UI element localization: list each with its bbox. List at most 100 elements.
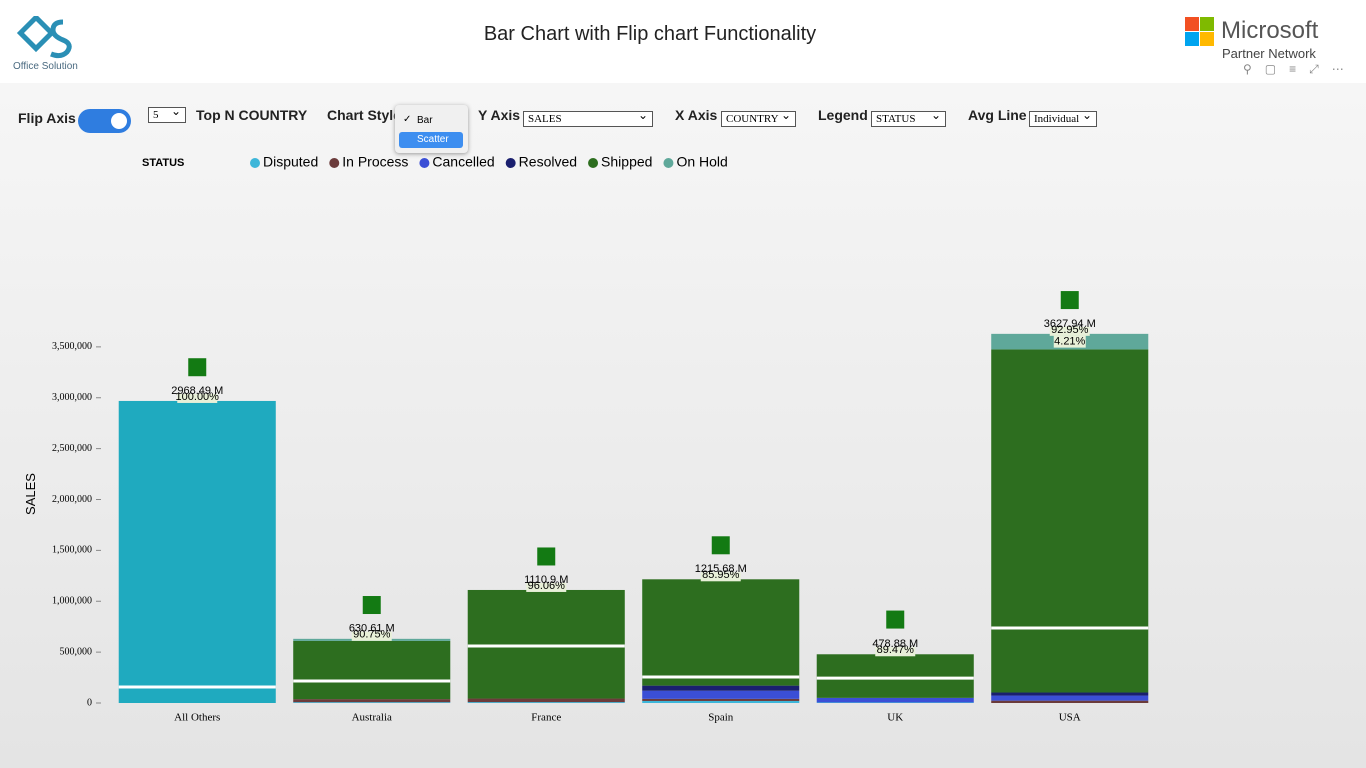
bar-segment	[642, 579, 800, 686]
option[interactable]: Bar	[417, 115, 433, 126]
legend-swatch	[505, 158, 516, 168]
bar-segment	[293, 699, 451, 703]
bar-segment	[642, 698, 800, 701]
y-tick-label: 1,000,000	[52, 596, 92, 607]
marker	[711, 536, 730, 555]
total-label: 2968.49 M	[171, 385, 223, 397]
y-tick-label: 1,500,000	[52, 545, 92, 556]
option[interactable]: Scatter	[399, 132, 463, 148]
bar-segment	[467, 698, 625, 703]
bar-segment	[293, 702, 451, 703]
chart: STATUS SALES 0 500,000 1,000,000 1,500,000 2…	[23, 154, 1149, 724]
label-bg	[1049, 326, 1090, 336]
top-n-label: Top N COUNTRY	[196, 107, 308, 123]
x-tick-label: Spain	[708, 712, 734, 724]
share-label: 100.00%	[176, 391, 220, 403]
label-bg	[526, 582, 567, 592]
legend-select[interactable]: STATUS	[871, 109, 946, 127]
share-label: 85.95%	[702, 569, 740, 581]
chart-style-dropdown[interactable]: ✓ Bar Scatter	[395, 105, 468, 153]
total-label: 478.88 M	[872, 638, 918, 650]
title: Bar Chart with Flip chart Functionality	[483, 23, 817, 45]
share-label: 90.75%	[353, 629, 391, 641]
share-label: 92.95%	[1051, 324, 1089, 336]
option-check: ✓	[403, 114, 412, 125]
marker	[188, 358, 207, 377]
total-label: 630.61 M	[349, 623, 395, 635]
bar-segment	[816, 702, 974, 703]
total-label: 1110.9 M	[524, 574, 568, 586]
label-bg	[700, 572, 741, 582]
y-axis-title: SALES	[23, 473, 38, 515]
marker	[537, 547, 556, 566]
bar-segment	[816, 654, 974, 698]
bar-segment	[816, 697, 974, 703]
y-axis-select[interactable]: SALES	[523, 109, 653, 127]
logo-text: Office Solution	[13, 61, 78, 72]
bar-segment	[991, 695, 1149, 701]
legend-label: In Process	[342, 154, 408, 170]
label-bg	[1053, 335, 1086, 348]
bar-segment	[467, 702, 625, 703]
y-tick-label: 3,000,000	[52, 392, 92, 403]
legend-label: Resolved	[519, 154, 577, 170]
bar-segment	[118, 400, 276, 703]
share-label: 96.06%	[528, 580, 566, 592]
logo	[16, 16, 72, 59]
bar-segment	[642, 690, 800, 699]
share-label: 89.47%	[877, 644, 915, 656]
legend-label: Legend	[818, 107, 868, 123]
avg-line-select[interactable]: Individual	[1029, 109, 1097, 127]
marker	[362, 596, 381, 615]
x-axis-label: X Axis	[675, 107, 718, 123]
flip-axis-label: Flip Axis	[18, 110, 76, 126]
x-tick-label: Australia	[352, 712, 392, 724]
brand: Microsoft	[1221, 17, 1319, 44]
y-axis-label: Y Axis	[478, 107, 521, 123]
flip-toggle[interactable]	[78, 109, 131, 133]
legend-label: Disputed	[263, 154, 318, 170]
y-tick-label: 0	[87, 697, 92, 708]
label-bg	[875, 647, 916, 657]
total-label: 1215.68 M	[695, 563, 747, 575]
bar-segment	[991, 700, 1149, 703]
y-tick-label: 2,000,000	[52, 494, 92, 505]
legend-swatch	[588, 158, 599, 168]
marker	[886, 610, 905, 629]
bar-segment	[991, 349, 1149, 693]
header: Office Solution Bar Chart with Flip char…	[0, 0, 1366, 83]
bar-segment	[293, 640, 451, 700]
value-label: 4.21%	[1054, 336, 1085, 348]
total-label: 3627.94 M	[1044, 318, 1096, 330]
label-bg	[351, 631, 392, 641]
legend-swatch	[419, 158, 430, 168]
x-axis-select[interactable]: COUNTRY	[721, 109, 796, 127]
legend-label: Cancelled	[432, 154, 494, 170]
chart-style-label: Chart Style	[327, 107, 401, 123]
bar-segment	[467, 589, 625, 699]
brand-sub: Partner Network	[1222, 46, 1316, 61]
y-tick-label: 2,500,000	[52, 443, 92, 454]
bar-segment	[642, 685, 800, 691]
x-tick-label: France	[531, 712, 561, 724]
bar-segment	[991, 692, 1149, 696]
avg-line-label: Avg Line	[968, 107, 1027, 123]
legend-label: Shipped	[601, 154, 652, 170]
x-tick-label: All Others	[174, 712, 220, 724]
label-bg	[177, 393, 218, 403]
legend-swatch	[663, 158, 674, 168]
legend-swatch	[329, 158, 340, 168]
marker	[1060, 291, 1079, 310]
toolbar-icons[interactable]: ⚲▢≡⤢⋯	[1243, 62, 1357, 76]
x-tick-label: USA	[1059, 712, 1081, 724]
top-n-select[interactable]: 5	[148, 105, 186, 123]
y-tick-label: 500,000	[60, 646, 93, 657]
x-tick-label: UK	[887, 712, 903, 724]
ms-logo	[1185, 17, 1214, 46]
legend-title: STATUS	[142, 157, 184, 169]
bar-segment	[642, 700, 800, 703]
legend-label: On Hold	[676, 154, 727, 170]
legend-swatch	[250, 158, 260, 168]
y-tick-label: 3,500,000	[52, 341, 92, 352]
